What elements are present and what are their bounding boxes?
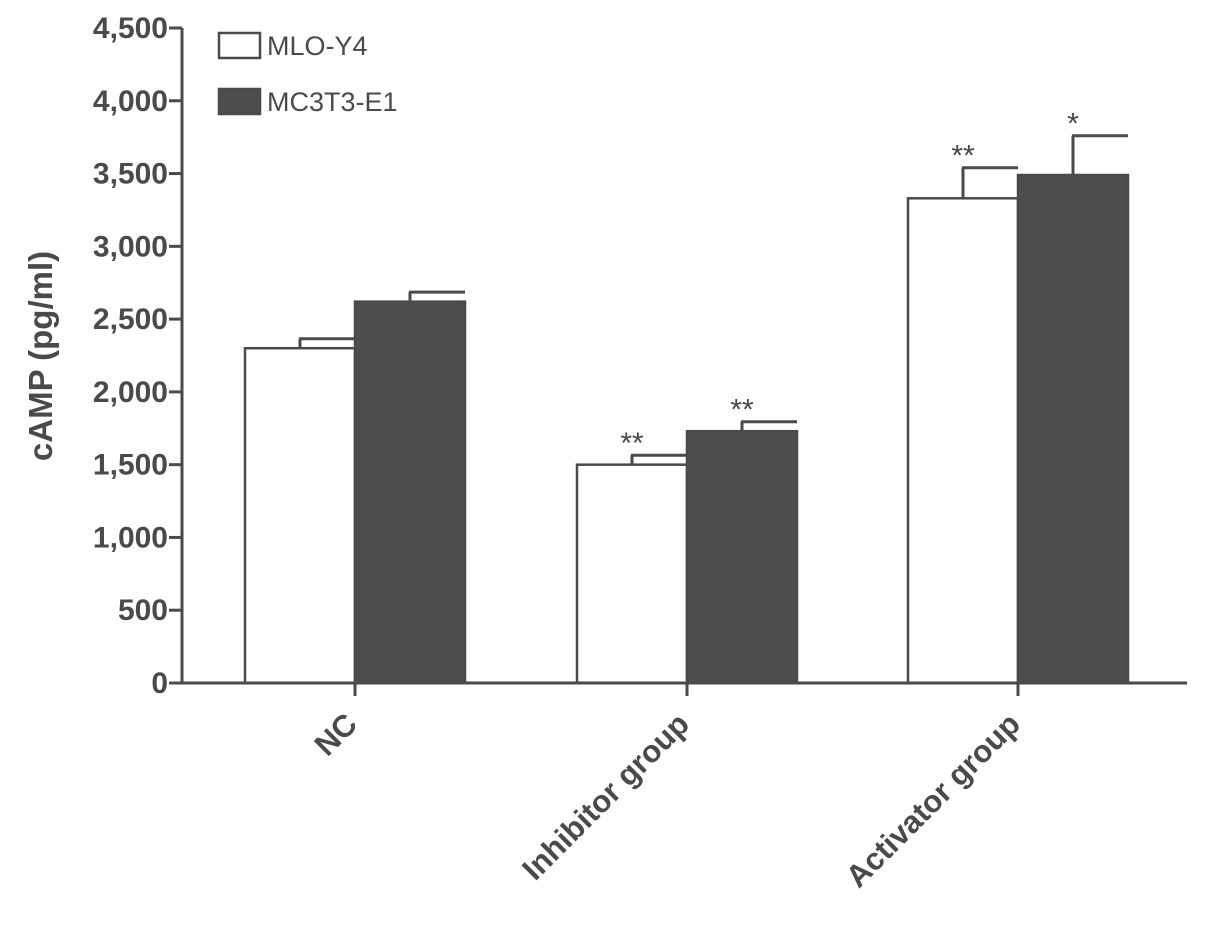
bar-mlo-y4-0: [243, 346, 357, 685]
legend: MLO-Y4 MC3T3-E1: [217, 31, 398, 117]
bar-mc3t3-e1-0: [353, 300, 467, 685]
significance-marker: **: [620, 427, 644, 460]
y-tick-label: 3,500: [93, 158, 168, 191]
x-tick-label: Inhibitor group: [515, 706, 696, 887]
y-tick-label: 1,500: [93, 449, 168, 482]
x-tick-label: NC: [308, 706, 364, 762]
legend-swatch-mc3t3-e1: [217, 87, 262, 116]
bar-mlo-y4-2: [906, 197, 1020, 685]
significance-marker: **: [951, 140, 975, 173]
significance-marker: *: [1067, 108, 1079, 141]
bar-mc3t3-e1-1: [685, 429, 799, 685]
bars-group: [243, 173, 1130, 685]
significance-group: *******: [620, 108, 1079, 460]
y-tick-label: 3,000: [93, 230, 168, 263]
bar-mlo-y4-1: [575, 463, 689, 685]
x-ticks-group: NC Inhibitor group Activator group: [308, 683, 1027, 894]
y-tick-label: 1,000: [93, 521, 168, 554]
error-bars-group: [298, 134, 1128, 465]
y-axis-label: cAMP (pg/ml): [22, 251, 59, 461]
legend-swatch-mlo-y4: [217, 31, 262, 60]
legend-label-mc3t3-e1: MC3T3-E1: [267, 87, 398, 117]
y-tick-label: 500: [118, 594, 168, 627]
significance-marker: **: [730, 394, 754, 427]
legend-label-mlo-y4: MLO-Y4: [267, 31, 368, 61]
y-tick-label: 0: [151, 667, 168, 700]
y-tick-label: 4,500: [93, 12, 168, 45]
y-tick-label: 4,000: [93, 85, 168, 118]
y-tick-label: 2,500: [93, 303, 168, 336]
y-tick-label: 2,000: [93, 376, 168, 409]
y-ticks-group: 0 500 1,000 1,500 2,000 2,500 3,000 3,500 4,000 4…: [93, 12, 182, 700]
x-tick-label: Activator group: [839, 706, 1027, 894]
bar-mc3t3-e1-2: [1016, 173, 1130, 685]
